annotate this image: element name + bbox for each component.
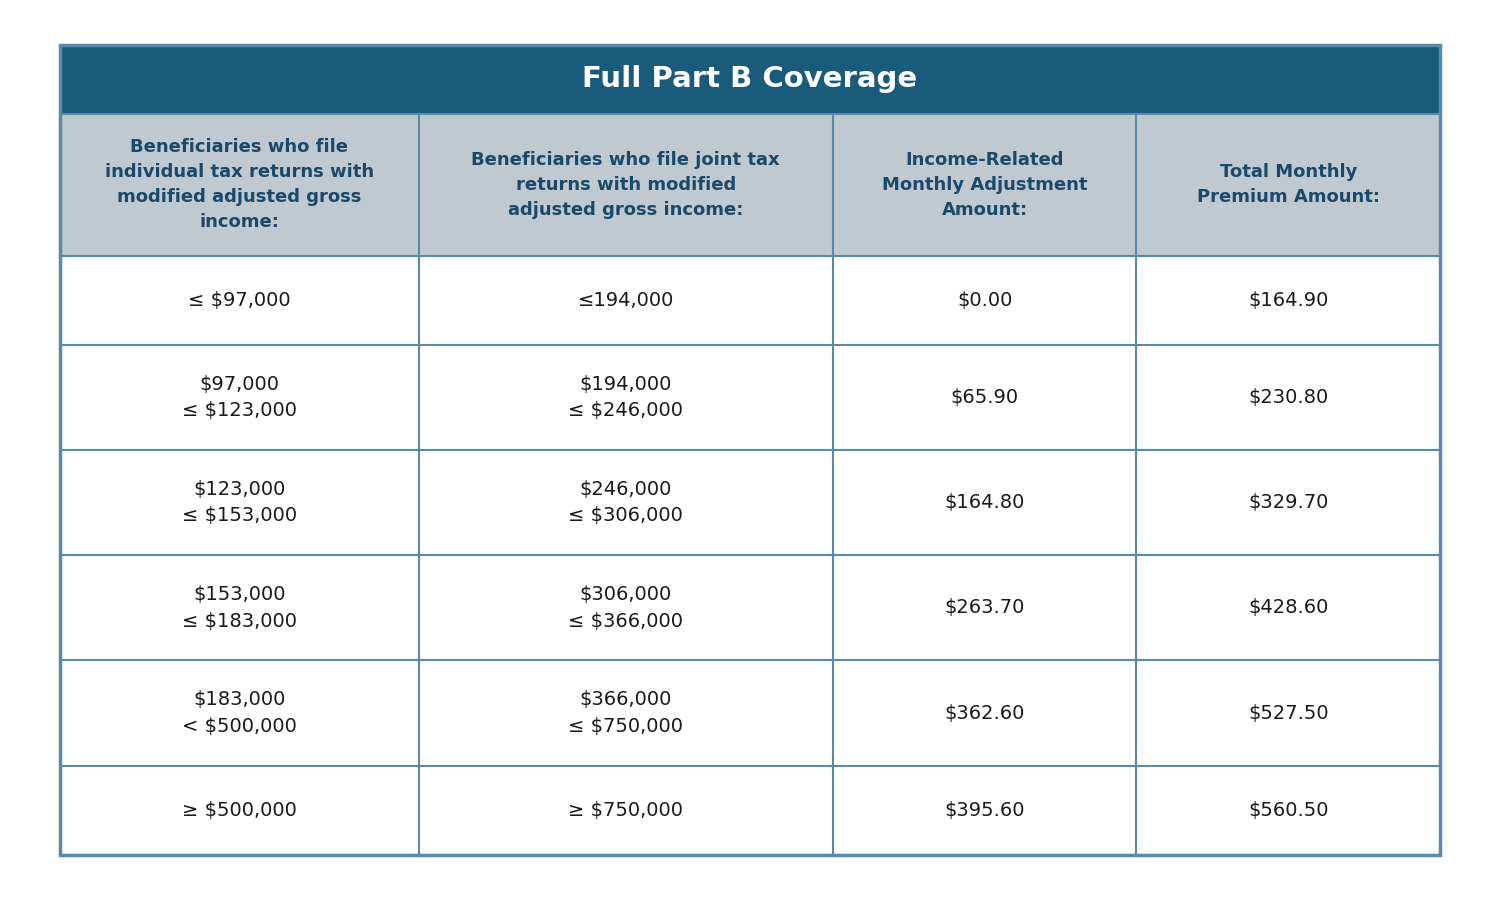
Text: $194,000
≤ $246,000: $194,000 ≤ $246,000 <box>568 374 684 420</box>
Bar <box>833 450 1137 555</box>
Bar <box>419 555 833 661</box>
Bar <box>833 661 1137 766</box>
Text: $395.60: $395.60 <box>945 801 1024 820</box>
Bar <box>419 450 833 555</box>
Bar <box>60 114 418 256</box>
Text: $329.70: $329.70 <box>1248 493 1329 512</box>
Bar <box>833 345 1137 450</box>
Bar <box>419 114 833 256</box>
Text: $153,000
≤ $183,000: $153,000 ≤ $183,000 <box>182 585 297 631</box>
Text: $183,000
< $500,000: $183,000 < $500,000 <box>182 690 297 736</box>
Text: $428.60: $428.60 <box>1248 598 1329 617</box>
Text: Beneficiaries who file joint tax
returns with modified
adjusted gross income:: Beneficiaries who file joint tax returns… <box>471 150 780 219</box>
Text: Beneficiaries who file
individual tax returns with
modified adjusted gross
incom: Beneficiaries who file individual tax re… <box>105 139 374 231</box>
Text: ≤194,000: ≤194,000 <box>578 291 674 310</box>
Text: $230.80: $230.80 <box>1248 388 1329 407</box>
Bar <box>419 766 833 855</box>
Text: $366,000
≤ $750,000: $366,000 ≤ $750,000 <box>568 690 684 736</box>
Bar <box>60 256 418 345</box>
Bar <box>60 450 418 555</box>
Text: $527.50: $527.50 <box>1248 704 1329 723</box>
Bar <box>1137 555 1440 661</box>
Text: Full Part B Coverage: Full Part B Coverage <box>582 66 918 94</box>
Text: ≥ $750,000: ≥ $750,000 <box>568 801 684 820</box>
Bar <box>60 555 418 661</box>
Text: $362.60: $362.60 <box>945 704 1024 723</box>
Text: $306,000
≤ $366,000: $306,000 ≤ $366,000 <box>568 585 684 631</box>
Text: $97,000
≤ $123,000: $97,000 ≤ $123,000 <box>182 374 297 420</box>
Bar <box>833 114 1137 256</box>
Bar <box>60 345 418 450</box>
Text: ≤ $97,000: ≤ $97,000 <box>188 291 291 310</box>
Text: $164.90: $164.90 <box>1248 291 1329 310</box>
Bar <box>1137 450 1440 555</box>
Bar <box>833 555 1137 661</box>
Bar <box>60 45 1440 855</box>
Text: $263.70: $263.70 <box>945 598 1024 617</box>
Bar <box>1137 661 1440 766</box>
Bar <box>1137 345 1440 450</box>
Text: $65.90: $65.90 <box>951 388 1018 407</box>
Text: ≥ $500,000: ≥ $500,000 <box>182 801 297 820</box>
Bar <box>1137 114 1440 256</box>
Bar <box>60 661 418 766</box>
Text: $164.80: $164.80 <box>945 493 1024 512</box>
Bar <box>419 256 833 345</box>
Text: $246,000
≤ $306,000: $246,000 ≤ $306,000 <box>568 480 682 526</box>
Bar <box>1137 766 1440 855</box>
Text: Total Monthly
Premium Amount:: Total Monthly Premium Amount: <box>1197 163 1380 206</box>
Bar <box>419 661 833 766</box>
Bar <box>419 345 833 450</box>
Bar <box>60 45 1440 114</box>
Bar <box>833 256 1137 345</box>
Text: Income-Related
Monthly Adjustment
Amount:: Income-Related Monthly Adjustment Amount… <box>882 150 1088 219</box>
Bar <box>60 766 418 855</box>
Bar <box>1137 256 1440 345</box>
Text: $123,000
≤ $153,000: $123,000 ≤ $153,000 <box>182 480 297 526</box>
Text: $0.00: $0.00 <box>957 291 1012 310</box>
Bar <box>833 766 1137 855</box>
Text: $560.50: $560.50 <box>1248 801 1329 820</box>
